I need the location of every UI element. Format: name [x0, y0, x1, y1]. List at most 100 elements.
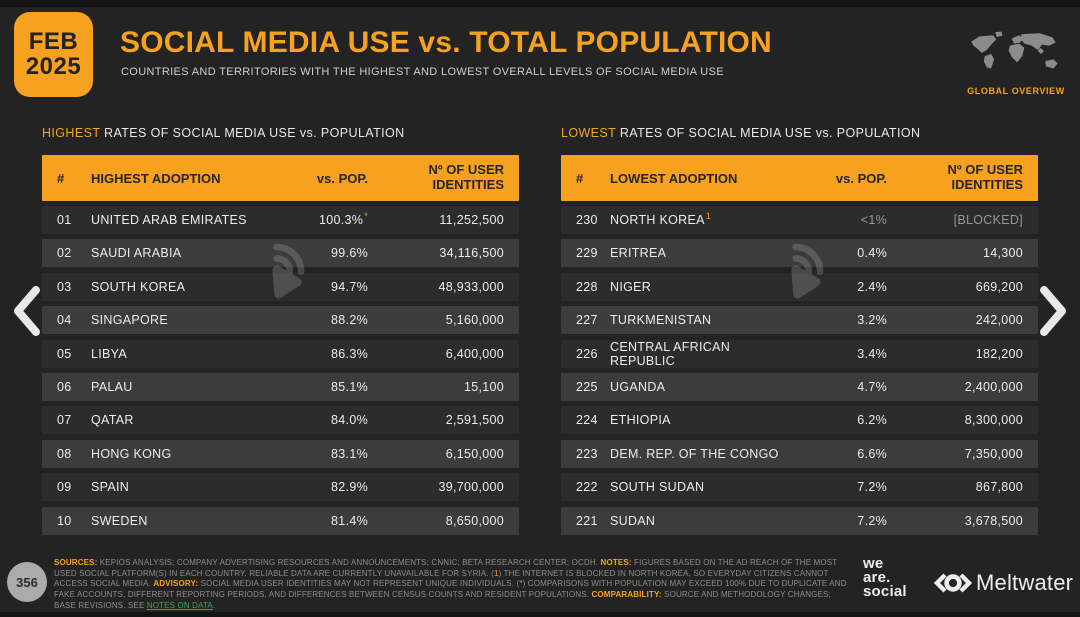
footer-note-segment: 1	[493, 568, 499, 578]
rank-column-header: #	[576, 170, 584, 186]
corner-label: GLOBAL OVERVIEW	[967, 86, 1065, 96]
page-number-badge: 356	[7, 562, 47, 602]
pct-cell: 0.4%	[857, 246, 887, 261]
country-cell: PALAU	[91, 379, 133, 394]
country-cell: ETHIOPIA	[610, 413, 671, 428]
identities-cell: 39,700,000	[438, 480, 504, 495]
date-badge-month: FEB	[28, 27, 79, 55]
previous-slide-button[interactable]	[10, 284, 42, 343]
country-cell: NIGER	[610, 279, 652, 294]
footer-note-segment: ADVISORY:	[153, 579, 199, 589]
identities-cell: 2,400,000	[964, 379, 1023, 394]
footer-note-segment: NOTES:	[600, 558, 632, 567]
pct-cell: 83.1%	[331, 446, 368, 461]
country-cell: DEM. REP. OF THE CONGO	[610, 446, 779, 461]
rank-cell: 225	[576, 379, 598, 394]
rank-cell: 06	[57, 379, 72, 394]
footer-note-segment: KEPIOS ANALYSIS; COMPANY ADVERTISING RES…	[97, 558, 601, 567]
country-cell: SPAIN	[91, 480, 130, 495]
top-edge-strip	[0, 0, 1080, 7]
pct-cell: 100.3%*	[318, 210, 368, 227]
footer-note-segment: ) THE INTERNET IS BLOCKED IN NORTH KOREA…	[54, 568, 829, 589]
identities-cell: 48,933,000	[438, 279, 504, 294]
signal-watermark-icon	[254, 228, 320, 307]
footer-note-segment: COMPARABILITY:	[591, 590, 662, 600]
table-row: 07 QATAR 84.0% 2,591,500	[42, 406, 519, 435]
country-cell: NORTH KOREA1	[610, 210, 712, 227]
country-cell: SOUTH SUDAN	[610, 480, 705, 495]
table-row: 06 PALAU 85.1% 15,100	[42, 372, 519, 401]
country-cell: QATAR	[91, 413, 134, 428]
section-label-rest: RATES OF SOCIAL MEDIA USE vs. POPULATION	[615, 126, 921, 140]
identities-cell: 11,252,500	[439, 213, 504, 227]
table-row: 10 SWEDEN 81.4% 8,650,000	[42, 506, 519, 535]
country-column-header: HIGHEST ADOPTION	[91, 170, 221, 186]
footnote-marker: *	[364, 210, 368, 221]
country-cell: HONG KONG	[91, 446, 172, 461]
footer-note-segment: FIGURES BASED ON THE AD REACH OF THE MOS…	[54, 558, 838, 578]
we-are-social-line: are.	[863, 568, 891, 586]
meltwater-wordmark: Meltwater	[976, 570, 1074, 595]
signal-watermark-icon	[773, 228, 839, 307]
pct-cell: 85.1%	[331, 379, 368, 394]
rank-cell: 226	[576, 346, 598, 361]
global-overview-block: GLOBAL OVERVIEW	[964, 30, 1068, 96]
table-row: 228 NIGER 2.4% 669,200	[561, 272, 1038, 301]
lowest-section-label: LOWEST RATES OF SOCIAL MEDIA USE vs. POP…	[561, 126, 1038, 142]
rank-cell: 09	[57, 480, 72, 495]
identities-cell: 34,116,500	[439, 246, 504, 261]
table-row: 224 ETHIOPIA 6.2% 8,300,000	[561, 406, 1038, 435]
rank-cell: 221	[576, 513, 598, 528]
table-row: 02 SAUDI ARABIA 99.6% 34,116,500	[42, 239, 519, 268]
table-row: 222 SOUTH SUDAN 7.2% 867,800	[561, 473, 1038, 502]
notes-on-data-link[interactable]: NOTES ON DATA	[146, 600, 213, 610]
identities-cell: 6,150,000	[445, 446, 504, 461]
rank-cell: 03	[57, 279, 72, 294]
lowest-table-header: # LOWEST ADOPTION vs. POP. Nº OF USER ID…	[561, 155, 1038, 201]
rank-cell: 229	[576, 246, 598, 261]
identities-cell: 669,200	[975, 279, 1023, 294]
table-row: 229 ERITREA 0.4% 14,300	[561, 239, 1038, 268]
country-cell: UNITED ARAB EMIRATES	[91, 213, 247, 227]
footer-note-segment: *	[519, 579, 523, 589]
chevron-right-icon	[1040, 286, 1066, 336]
country-cell: SAUDI ARABIA	[91, 246, 182, 261]
section-label-highlight: HIGHEST	[42, 126, 101, 140]
pct-cell: 6.2%	[857, 413, 887, 428]
next-slide-button[interactable]	[1038, 284, 1070, 343]
footer-note-segment: SOURCES:	[54, 558, 98, 567]
date-badge: FEB 2025	[14, 12, 93, 97]
bottom-edge-strip	[0, 612, 1080, 617]
rank-cell: 223	[576, 446, 598, 461]
table-row: 01 UNITED ARAB EMIRATES 100.3%* 11,252,500	[42, 206, 519, 234]
rank-column-header: #	[57, 170, 65, 186]
footer-note-segment: SOCIAL MEDIA USER IDENTITIES MAY NOT REP…	[198, 579, 520, 589]
page-subtitle: COUNTRIES AND TERRITORIES WITH THE HIGHE…	[121, 66, 724, 78]
pct-column-header: vs. POP.	[835, 170, 887, 186]
rank-cell: 01	[57, 213, 72, 227]
pct-cell: 81.4%	[331, 513, 368, 528]
pct-cell: 3.2%	[857, 313, 887, 328]
identities-cell: 2,591,500	[445, 413, 504, 428]
identities-cell: 15,100	[463, 379, 504, 394]
highest-table-header: # HIGHEST ADOPTION vs. POP. Nº OF USER I…	[42, 155, 519, 201]
meltwater-logo: Meltwater	[934, 569, 1073, 597]
pct-cell: 88.2%	[331, 313, 368, 328]
table-row: 08 HONG KONG 83.1% 6,150,000	[42, 439, 519, 468]
pct-cell: 7.2%	[857, 513, 887, 528]
identities-cell: 182,200	[975, 346, 1023, 361]
world-map-icon	[971, 31, 1058, 69]
table-row: 223 DEM. REP. OF THE CONGO 6.6% 7,350,000	[561, 439, 1038, 468]
table-row: 04 SINGAPORE 88.2% 5,160,000	[42, 306, 519, 335]
page-number: 356	[16, 574, 38, 590]
identities-column-header: Nº OF USER IDENTITIES	[428, 162, 504, 192]
we-are-social-logo: we are. social	[863, 556, 907, 600]
pct-cell: 7.2%	[857, 480, 887, 495]
identities-cell: 6,400,000	[445, 346, 504, 361]
pct-cell: 6.6%	[857, 446, 887, 461]
we-are-social-line: social	[863, 582, 907, 600]
identities-cell: 7,350,000	[964, 446, 1023, 461]
country-cell: TURKMENISTAN	[610, 313, 712, 328]
country-cell: LIBYA	[91, 346, 128, 361]
